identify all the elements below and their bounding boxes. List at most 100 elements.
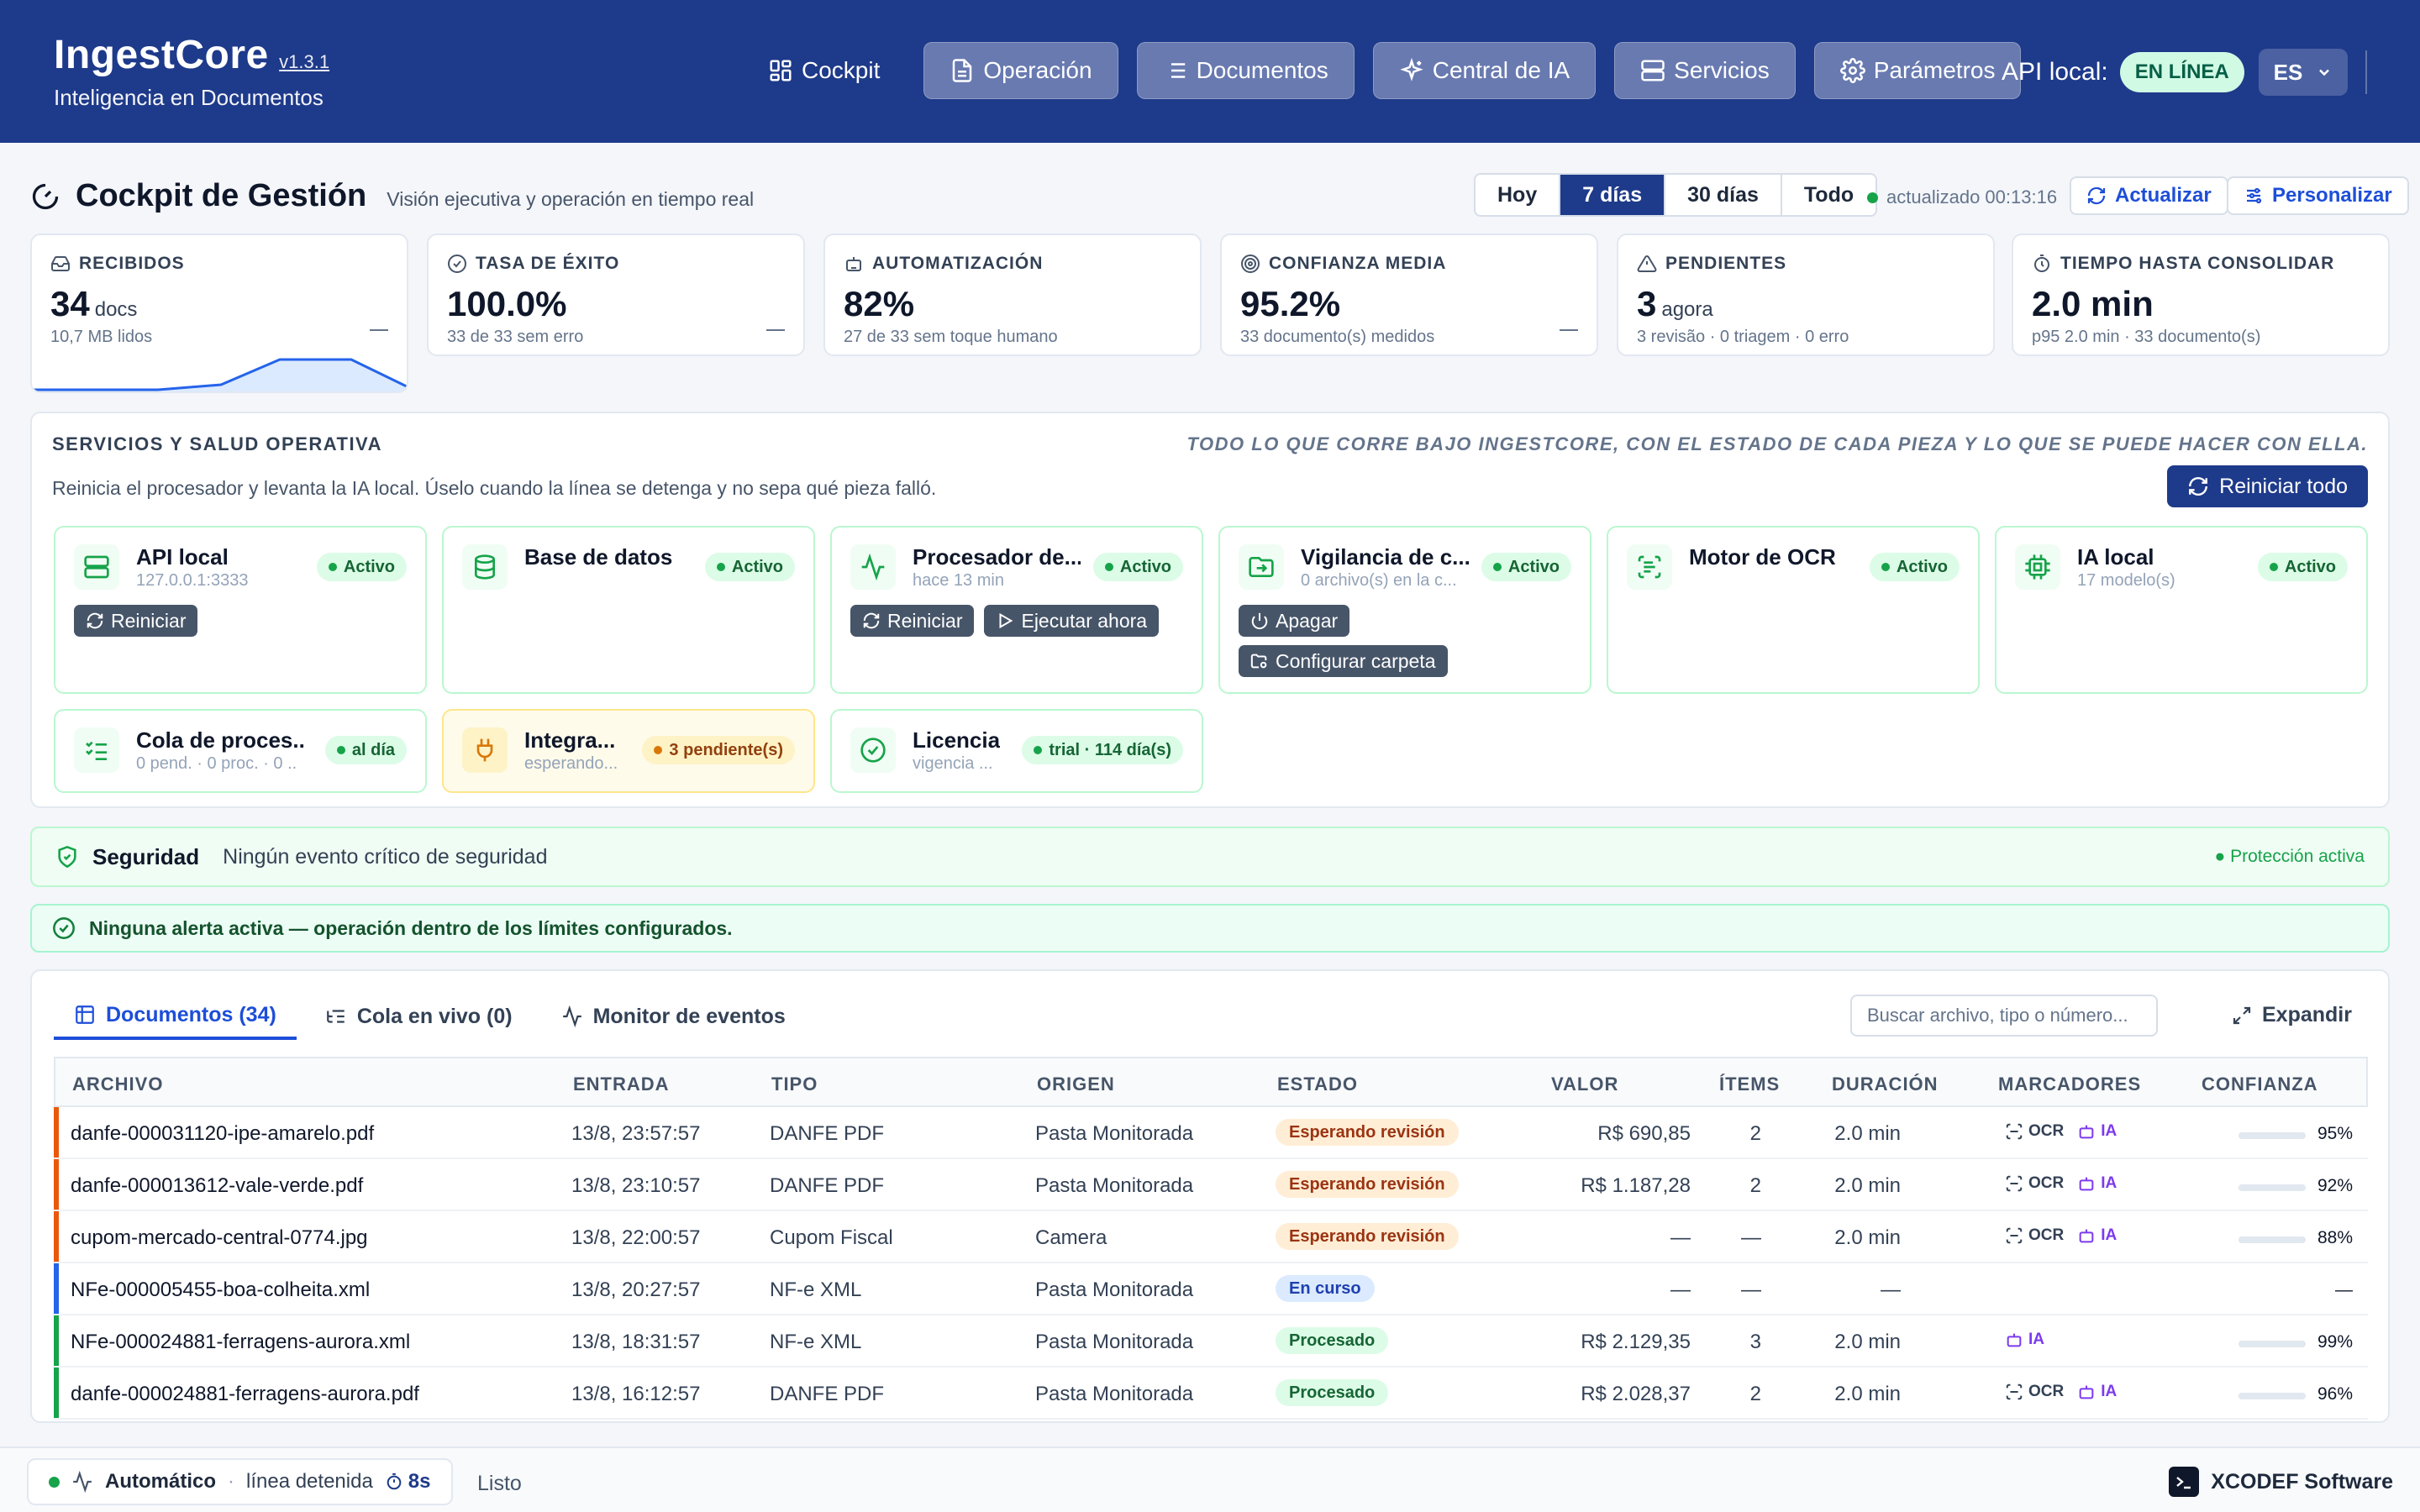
service-card-integraciones[interactable]: Integra... esperando... 3 pendiente(s) (442, 709, 815, 793)
cell-duration: 2.0 min (1834, 1383, 1901, 1405)
service-status-badge: Activo (1481, 553, 1571, 581)
confidence-bar (2238, 1393, 2306, 1399)
cell-entry: 13/8, 16:12:57 (571, 1383, 701, 1405)
cell-file[interactable]: danfe-000013612-vale-verde.pdf (71, 1174, 364, 1197)
documents-tabs: Documentos (34) Cola en vivo (0) Monitor… (54, 993, 806, 1040)
tab-monitor-eventos[interactable]: Monitor de eventos (541, 993, 806, 1040)
configure-folder-button[interactable]: Configurar carpeta (1239, 645, 1448, 677)
table-row[interactable]: danfe-000031120-ipe-amarelo.pdf 13/8, 23:… (54, 1107, 2368, 1159)
range-hoy[interactable]: Hoy (1476, 175, 1561, 215)
kpi-sub: p95 2.0 min · 33 documento(s) (2032, 328, 2261, 346)
document-search-input[interactable] (1850, 995, 2158, 1037)
column-header[interactable]: ORIGEN (1037, 1074, 1115, 1095)
restart-all-button[interactable]: Reiniciar todo (2167, 465, 2368, 507)
status-badge: Procesado (1276, 1379, 1389, 1406)
service-actions: Reiniciar (74, 605, 198, 637)
service-card-api-local[interactable]: API local 127.0.0.1:3333 Activo Reinicia… (54, 526, 427, 694)
panel-note: TODO LO QUE CORRE BAJO INGESTCORE, CON E… (1186, 433, 2368, 454)
kpi-value: 95.2% (1240, 284, 1341, 323)
service-card-procesador[interactable]: Procesador de... hace 13 min Activo Rein… (830, 526, 1203, 694)
kpi-automatizacion[interactable]: AUTOMATIZACIÓN 82% 27 de 33 sem toque hu… (823, 234, 1202, 356)
kpi-tasa-exito[interactable]: TASA DE ÉXITO 100.0% 33 de 33 sem erro (427, 234, 805, 356)
column-header[interactable]: ESTADO (1277, 1074, 1359, 1095)
nav-operacion[interactable]: Operación (923, 42, 1118, 99)
kpi-label: TIEMPO HASTA CONSOLIDAR (2032, 254, 2370, 274)
restart-button[interactable]: Reiniciar (850, 605, 975, 637)
column-header[interactable]: MARCADORES (1998, 1074, 2142, 1095)
kpi-tiempo-consolidar[interactable]: TIEMPO HASTA CONSOLIDAR 2.0 min p95 2.0 … (2012, 234, 2390, 356)
column-header[interactable]: TIPO (771, 1074, 818, 1095)
nav-documentos[interactable]: Documentos (1136, 42, 1355, 99)
nav-cockpit[interactable]: Cockpit (743, 42, 905, 99)
table-row[interactable]: danfe-000024881-ferragens-aurora.pdf 13/8… (54, 1368, 2368, 1420)
range-30-dias[interactable]: 30 días (1665, 175, 1782, 215)
language-select[interactable]: ES (2259, 49, 2348, 96)
trend-dash (370, 329, 388, 331)
service-card-cola-procesamiento[interactable]: Cola de proces... 0 pend. · 0 proc. · 0 … (54, 709, 427, 793)
column-header[interactable]: DURACIÓN (1832, 1074, 1939, 1095)
cell-duration: 2.0 min (1834, 1122, 1901, 1145)
service-card-base-datos[interactable]: Base de datos Activo (442, 526, 815, 694)
service-name: Procesador de... (913, 544, 1081, 570)
table-row[interactable]: cupom-mercado-central-0774.jpg 13/8, 22:0… (54, 1211, 2368, 1263)
trend-dash (1560, 329, 1578, 331)
kpi-recibidos[interactable]: RECIBIDOS 34 docs 10,7 MB lidos (30, 234, 408, 393)
cell-value: — (1670, 1226, 1691, 1249)
folder-in-icon (1239, 544, 1284, 590)
tab-cola-en-vivo[interactable]: Cola en vivo (0) (305, 993, 533, 1040)
cell-items: 2 (1749, 1174, 1761, 1197)
expand-button[interactable]: Expandir (2232, 1003, 2352, 1027)
table-row[interactable]: NFe-000005455-boa-colheita.xml 13/8, 20:2… (54, 1263, 2368, 1315)
vendor-brand: XCODEF Software (2169, 1467, 2393, 1497)
confidence-bar (2238, 1132, 2306, 1139)
cell-markers: OCR IA (2005, 1174, 2117, 1193)
sliders-icon (2244, 186, 2264, 206)
shutdown-button[interactable]: Apagar (1239, 605, 1350, 637)
cell-type: NF-e XML (770, 1278, 862, 1301)
api-local-status: API local: EN LÍNEA (2002, 52, 2244, 92)
table-row[interactable]: danfe-000013612-vale-verde.pdf 13/8, 23:1… (54, 1159, 2368, 1211)
nav-label: Operación (983, 57, 1092, 83)
restart-button[interactable]: Reiniciar (74, 605, 198, 637)
alert-text: Ninguna alerta activa — operación dentro… (89, 916, 733, 939)
marker-ocr: OCR (2005, 1383, 2064, 1401)
run-now-button[interactable]: Ejecutar ahora (984, 605, 1160, 637)
service-status-badge: Activo (2257, 553, 2348, 581)
server-icon (74, 544, 119, 590)
timer: 8s (385, 1470, 431, 1494)
kpi-pendientes[interactable]: PENDIENTES 3 agora 3 revisão · 0 triagem … (1617, 234, 1995, 356)
cell-file[interactable]: NFe-000005455-boa-colheita.xml (71, 1278, 371, 1301)
column-header[interactable]: ARCHIVO (72, 1074, 164, 1095)
service-card-motor-ocr[interactable]: Motor de OCR Activo (1607, 526, 1980, 694)
cell-confidence: — (2335, 1280, 2353, 1299)
column-header[interactable]: VALOR (1551, 1074, 1619, 1095)
nav-central-ia[interactable]: Central de IA (1372, 42, 1597, 99)
cell-file[interactable]: danfe-000024881-ferragens-aurora.pdf (71, 1383, 419, 1405)
service-card-licencia[interactable]: Licencia vigencia ... trial · 114 día(s) (830, 709, 1203, 793)
brand[interactable]: IngestCore v1.3.1 Inteligencia en Docume… (54, 32, 329, 111)
cell-file[interactable]: NFe-000024881-ferragens-aurora.xml (71, 1331, 411, 1353)
range-todo[interactable]: Todo (1803, 182, 1854, 207)
refresh-button[interactable]: Actualizar (2070, 176, 2228, 215)
nav-parametros[interactable]: Parámetros (1813, 42, 2022, 99)
cell-file[interactable]: cupom-mercado-central-0774.jpg (71, 1226, 368, 1249)
cell-file[interactable]: danfe-000031120-ipe-amarelo.pdf (71, 1122, 375, 1145)
kpi-confianza-media[interactable]: CONFIANZA MEDIA 95.2% 33 documento(s) me… (1220, 234, 1598, 356)
service-card-ia-local[interactable]: IA local 17 modelo(s) Activo (1995, 526, 2368, 694)
inbox-icon (50, 254, 71, 274)
nav-servicios[interactable]: Servicios (1614, 42, 1796, 99)
service-card-vigilancia[interactable]: Vigilancia de c... 0 archivo(s) en la c.… (1218, 526, 1591, 694)
table-row[interactable]: NFe-000024881-ferragens-aurora.xml 13/8, … (54, 1315, 2368, 1368)
tab-documentos[interactable]: Documentos (34) (54, 993, 297, 1040)
customize-button[interactable]: Personalizar (2227, 176, 2409, 215)
services-panel: SERVICIOS Y SALUD OPERATIVA TODO LO QUE … (30, 412, 2390, 808)
marker-ocr: OCR (2005, 1174, 2064, 1193)
app-version[interactable]: v1.3.1 (279, 51, 330, 72)
column-header[interactable]: CONFIANZA (2202, 1074, 2318, 1095)
range-7-dias[interactable]: 7 días (1560, 175, 1666, 215)
service-detail: 0 archivo(s) en la c... (1301, 571, 1457, 590)
column-header[interactable]: ENTRADA (573, 1074, 670, 1095)
column-header[interactable]: ÍTEMS (1719, 1074, 1781, 1095)
status-badge: En curso (1276, 1275, 1375, 1302)
automation-status[interactable]: Automático · línea detenida 8s (27, 1458, 453, 1505)
